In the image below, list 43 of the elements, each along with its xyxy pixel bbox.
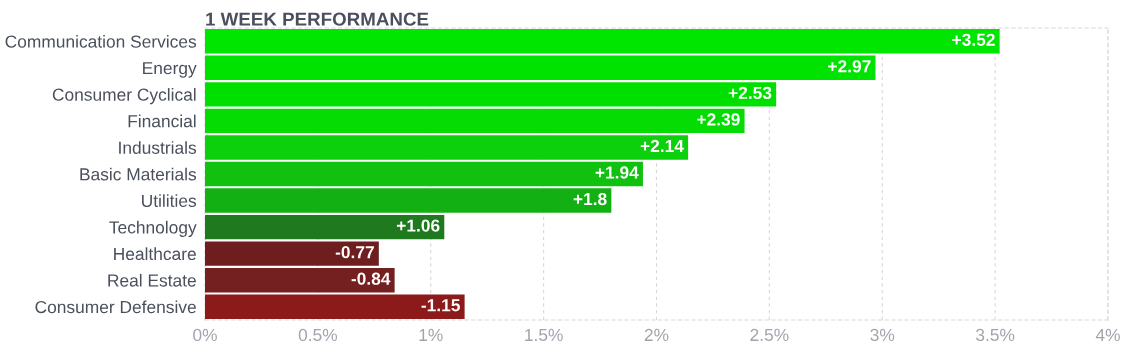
y-tick-label: Technology [109, 220, 197, 237]
bar [205, 55, 876, 81]
y-tick-label: Consumer Cyclical [52, 88, 196, 105]
data-label: +1.94 [595, 166, 639, 179]
bar [205, 294, 465, 319]
y-tick-label: Financial [128, 114, 196, 128]
y-tick-label: Communication Services [5, 34, 197, 48]
data-label: -0.77 [335, 246, 374, 259]
x-tick-label: 0% [193, 328, 217, 342]
y-tick-label: Utilities [142, 194, 197, 208]
bar [205, 135, 689, 160]
x-tick-label: 3% [870, 328, 895, 342]
data-label: +2.39 [697, 113, 740, 126]
bar [205, 214, 445, 240]
bar [205, 82, 777, 107]
bar [205, 267, 395, 293]
x-tick-label: 2.5% [750, 328, 789, 342]
bar [205, 241, 379, 266]
y-tick-label: Industrials [119, 141, 197, 154]
data-label: +1.06 [396, 219, 440, 232]
y-tick-label: Real Estate [108, 273, 196, 287]
data-label: +2.14 [640, 139, 684, 152]
data-label: +1.8 [573, 192, 607, 206]
y-tick-label: Healthcare [114, 247, 196, 261]
bar [205, 161, 643, 187]
data-label: -1.15 [421, 299, 460, 312]
x-tick-label: 2% [644, 328, 669, 342]
bar [205, 29, 1000, 54]
data-label: +2.53 [728, 86, 772, 100]
chart-title: 1 WEEK PERFORMANCE [206, 12, 429, 26]
data-label: +2.97 [828, 60, 871, 73]
x-tick-label: 1% [419, 328, 443, 342]
bar [205, 188, 612, 213]
x-tick-label: 3.5% [976, 328, 1015, 342]
data-label: +3.52 [952, 33, 995, 46]
data-label: -0.84 [351, 272, 391, 285]
y-tick-label: Basic Materials [80, 167, 197, 181]
x-tick-label: 1.5% [525, 328, 563, 342]
y-tick-label: Consumer Defensive [35, 300, 196, 314]
x-tick-label: 4% [1095, 328, 1120, 342]
y-tick-label: Energy [143, 62, 197, 78]
x-tick-label: 0.5% [298, 328, 338, 342]
bar [205, 108, 745, 134]
